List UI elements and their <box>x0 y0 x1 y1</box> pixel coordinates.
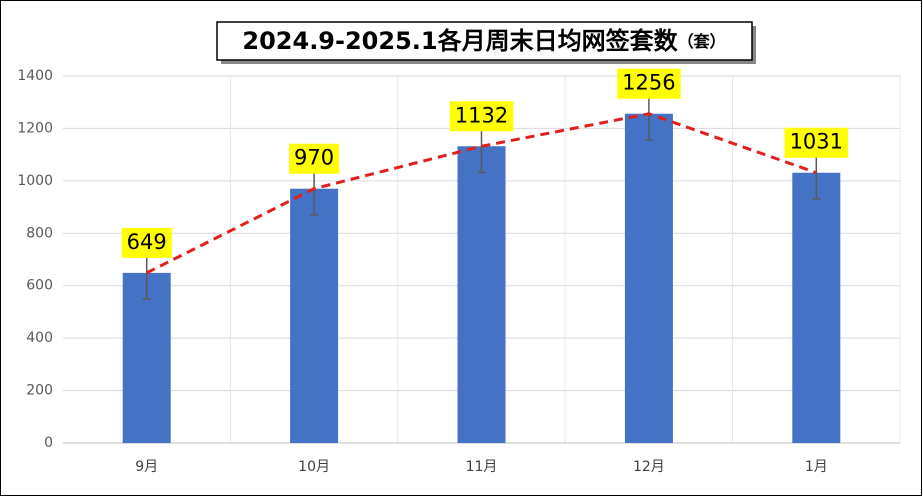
x-tick-label: 10月 <box>298 459 330 475</box>
y-tick-label: 1000 <box>17 173 53 189</box>
x-tick-label: 1月 <box>805 459 828 475</box>
data-label-box <box>449 101 514 132</box>
data-label: 1132 <box>455 103 508 127</box>
y-tick-label: 1400 <box>17 68 53 84</box>
data-label-box <box>617 68 681 99</box>
y-tick-label: 400 <box>26 330 53 346</box>
y-tick-label: 800 <box>26 225 53 241</box>
data-label: 649 <box>127 230 167 254</box>
bar <box>792 172 841 443</box>
bar <box>122 272 171 443</box>
bar <box>624 113 673 444</box>
y-tick-label: 600 <box>26 278 53 294</box>
x-tick-label: 11月 <box>466 459 498 475</box>
title-box <box>216 21 753 61</box>
y-tick-label: 1200 <box>17 120 53 136</box>
data-label-box <box>289 143 340 174</box>
data-label-box <box>784 127 849 158</box>
line <box>146 112 817 275</box>
title-unit: （套） <box>678 32 726 51</box>
data-label-box <box>121 227 172 258</box>
chart-title-group: 2024.9-2025.1各月周末日均网签套数（套） <box>242 27 725 55</box>
chart-title: 2024.9-2025.1各月周末日均网签套数 <box>242 27 678 55</box>
data-label: 1031 <box>790 130 843 154</box>
x-tick-label: 12月 <box>633 459 665 475</box>
y-tick-label: 0 <box>44 435 53 451</box>
bar <box>290 188 339 443</box>
bar <box>457 146 506 444</box>
y-tick-label: 200 <box>26 383 53 399</box>
data-label: 1256 <box>622 71 675 95</box>
data-label: 970 <box>294 146 334 170</box>
x-tick-label: 9月 <box>135 459 158 475</box>
